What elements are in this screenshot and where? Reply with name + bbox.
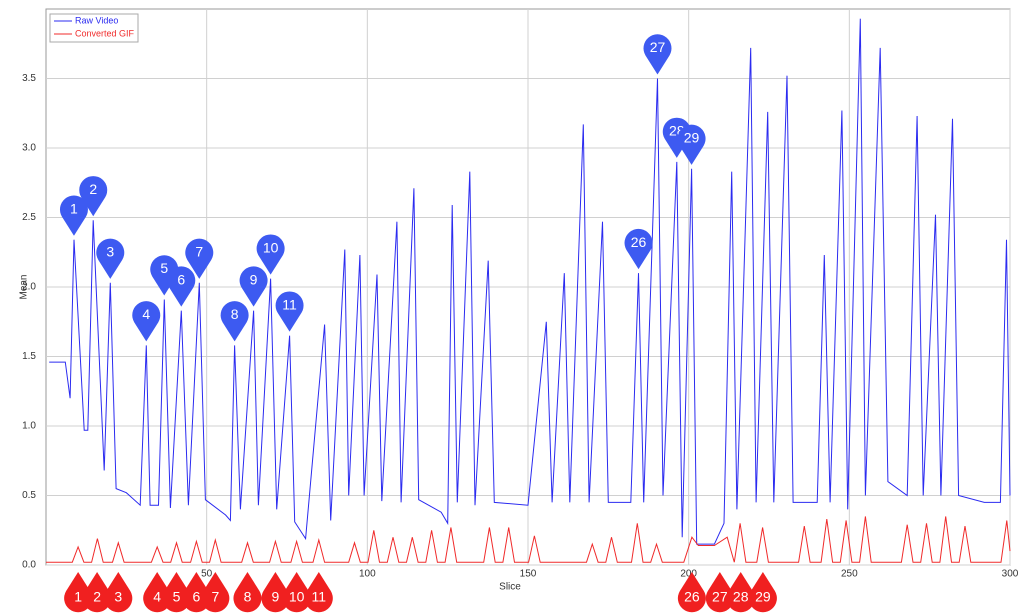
pin (624, 228, 653, 270)
pin-label: 7 (195, 244, 203, 260)
pin-label: 3 (106, 244, 114, 260)
pin-label: 5 (173, 589, 181, 605)
x-tick-label: 250 (841, 569, 858, 580)
pin (233, 572, 262, 613)
pin (220, 301, 249, 342)
legend-label: Raw Video (75, 15, 118, 25)
pin (677, 572, 706, 613)
pin-label: 4 (142, 306, 150, 322)
legend-label: Converted GIF (75, 28, 135, 38)
pin (275, 291, 304, 332)
pin (256, 234, 285, 275)
pin-label: 29 (684, 130, 700, 146)
pin-label: 7 (211, 589, 219, 605)
x-tick-label: 300 (1002, 569, 1019, 580)
pin-label: 10 (289, 589, 305, 605)
pin-label: 1 (74, 589, 82, 605)
pin (748, 572, 777, 613)
pin (59, 195, 88, 236)
pin (261, 572, 290, 613)
pin-label: 9 (250, 271, 258, 287)
pin-label: 8 (231, 306, 239, 322)
pin (726, 572, 755, 613)
pin (705, 572, 734, 613)
pin (167, 266, 196, 307)
pin (239, 266, 268, 307)
y-tick-label: 2.0 (22, 282, 36, 293)
series-line (49, 18, 1011, 545)
pin-label: 27 (712, 589, 728, 605)
y-tick-label: 0.0 (22, 560, 36, 571)
legend: Raw Video Converted GIF (49, 13, 139, 43)
pin-label: 2 (89, 181, 97, 197)
pin (104, 572, 133, 613)
pin-label: 2 (93, 589, 101, 605)
legend-box (49, 13, 139, 43)
x-tick-label: 50 (201, 569, 213, 580)
pin (96, 238, 125, 279)
pin (83, 572, 112, 613)
pin (185, 238, 214, 279)
y-tick-label: 0.5 (22, 490, 36, 501)
pin-label: 6 (192, 589, 200, 605)
x-tick-label: 200 (680, 569, 697, 580)
y-tick-label: 3.5 (22, 73, 36, 84)
pin-label: 26 (631, 234, 647, 250)
pin (282, 572, 311, 613)
x-axis-label: Slice (499, 582, 521, 593)
pin (643, 34, 672, 75)
pin-label: 11 (282, 296, 297, 312)
pin (79, 176, 108, 217)
y-tick-label: 1.5 (22, 351, 36, 362)
y-tick-label: 1.0 (22, 421, 36, 432)
pin-label: 5 (160, 260, 168, 276)
pin-label: 1 (70, 200, 78, 216)
pin-label: 29 (755, 589, 771, 605)
pin-label: 4 (153, 589, 161, 605)
y-axis-label: Mean (19, 274, 30, 299)
pin-label: 26 (684, 589, 700, 605)
y-tick-label: 3.0 (22, 143, 36, 154)
series-line (46, 516, 1011, 563)
pin-label: 10 (263, 239, 279, 255)
pin (304, 572, 333, 613)
pin (150, 255, 179, 296)
pin-label: 3 (114, 589, 122, 605)
pin-label: 9 (272, 589, 280, 605)
pin-label: 11 (312, 589, 327, 605)
x-tick-label: 100 (359, 569, 376, 580)
pin (201, 572, 230, 613)
pin-label: 8 (244, 589, 252, 605)
pin (677, 124, 706, 165)
y-tick-label: 2.5 (22, 212, 36, 223)
x-tick-label: 150 (520, 569, 537, 580)
pin-label: 6 (177, 271, 185, 287)
pin-label: 28 (733, 589, 749, 605)
pin-label: 27 (650, 39, 666, 55)
pin (132, 301, 161, 342)
